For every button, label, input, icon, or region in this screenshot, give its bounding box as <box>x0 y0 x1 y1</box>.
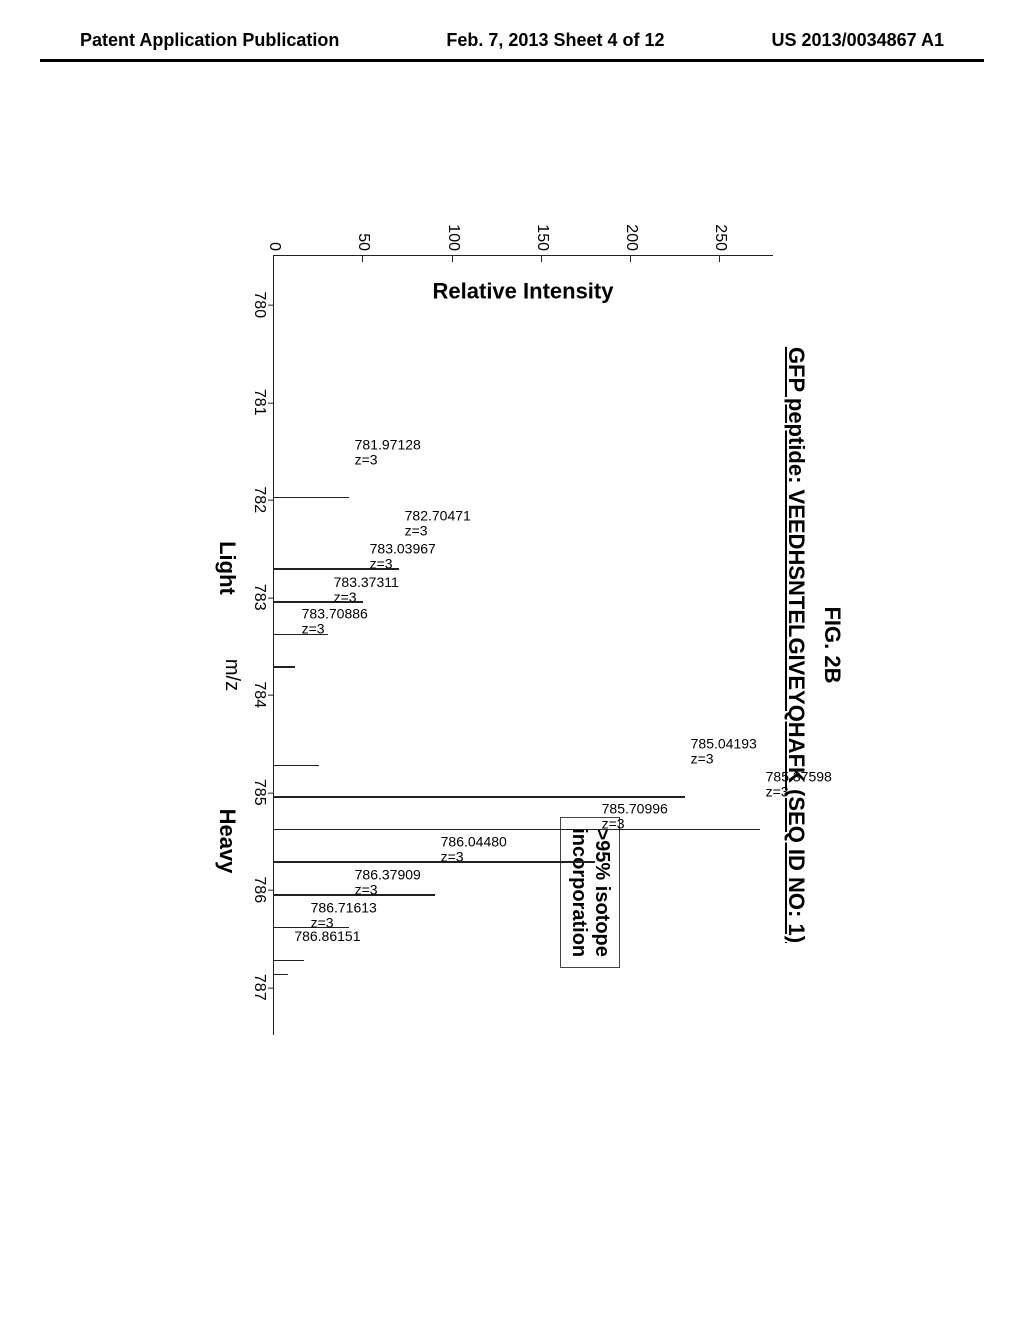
page-header: Patent Application Publication Feb. 7, 2… <box>0 0 1024 59</box>
header-left: Patent Application Publication <box>80 30 339 51</box>
peak-label: 785.37598z=3 <box>766 769 832 798</box>
y-tick: 150 <box>533 211 551 251</box>
peak-label: 783.03967z=3 <box>369 542 435 571</box>
y-tick: 200 <box>622 211 640 251</box>
peak-label: 785.04193z=3 <box>691 737 757 766</box>
peak <box>274 861 595 863</box>
peak-label: 781.97128z=3 <box>355 437 421 466</box>
peak-label: 786.04480z=3 <box>441 835 507 864</box>
figure: FIG. 2B GFP peptide: VEEDHSNTELGIVEYQHAF… <box>170 170 870 1120</box>
y-axis-title: Relative Intensity <box>433 278 614 304</box>
peak <box>274 829 760 831</box>
region-label: Heavy <box>214 809 240 874</box>
peak-label: 782.70471z=3 <box>405 509 471 538</box>
x-tick: 781 <box>250 389 268 416</box>
chart-title: GFP peptide: VEEDHSNTELGIVEYQHAFK (SEQ I… <box>783 195 809 1095</box>
x-tick: 783 <box>250 584 268 611</box>
x-tick: 786 <box>250 876 268 903</box>
callout-line1: >95% isotope <box>590 828 613 957</box>
callout-line2: incorporation <box>567 828 590 957</box>
peak <box>274 796 685 798</box>
x-tick: 782 <box>250 486 268 513</box>
peak <box>274 974 288 976</box>
figure-label: FIG. 2B <box>819 195 845 1095</box>
y-tick: 0 <box>265 211 283 251</box>
chart-rotated-container: FIG. 2B GFP peptide: VEEDHSNTELGIVEYQHAF… <box>195 195 845 1095</box>
y-tick: 250 <box>711 211 729 251</box>
x-tick: 787 <box>250 974 268 1001</box>
x-tick: 784 <box>250 681 268 708</box>
peak <box>274 960 304 962</box>
peak-label: 785.70996z=3 <box>601 802 667 831</box>
x-tick: 780 <box>250 291 268 318</box>
peak <box>274 765 319 767</box>
plot-area: Relative Intensity >95% isotope incorpor… <box>273 255 773 1035</box>
x-axis-title: m/z <box>220 255 243 1095</box>
y-tick: 50 <box>354 211 372 251</box>
peak <box>274 497 349 499</box>
header-right: US 2013/0034867 A1 <box>772 30 944 51</box>
peak-label: 786.37909z=3 <box>355 867 421 896</box>
peak-label: 783.37311z=3 <box>334 575 399 604</box>
x-tick: 785 <box>250 779 268 806</box>
callout-box: >95% isotope incorporation <box>560 817 620 968</box>
peak-label: 786.71613z=3 <box>310 900 376 929</box>
peak-label: 786.86151 <box>294 929 360 944</box>
header-rule <box>40 59 984 62</box>
header-center: Feb. 7, 2013 Sheet 4 of 12 <box>446 30 664 51</box>
y-tick: 100 <box>444 211 462 251</box>
peak-label: 783.70886z=3 <box>301 607 367 636</box>
peak <box>274 666 295 668</box>
region-label: Light <box>214 541 240 595</box>
